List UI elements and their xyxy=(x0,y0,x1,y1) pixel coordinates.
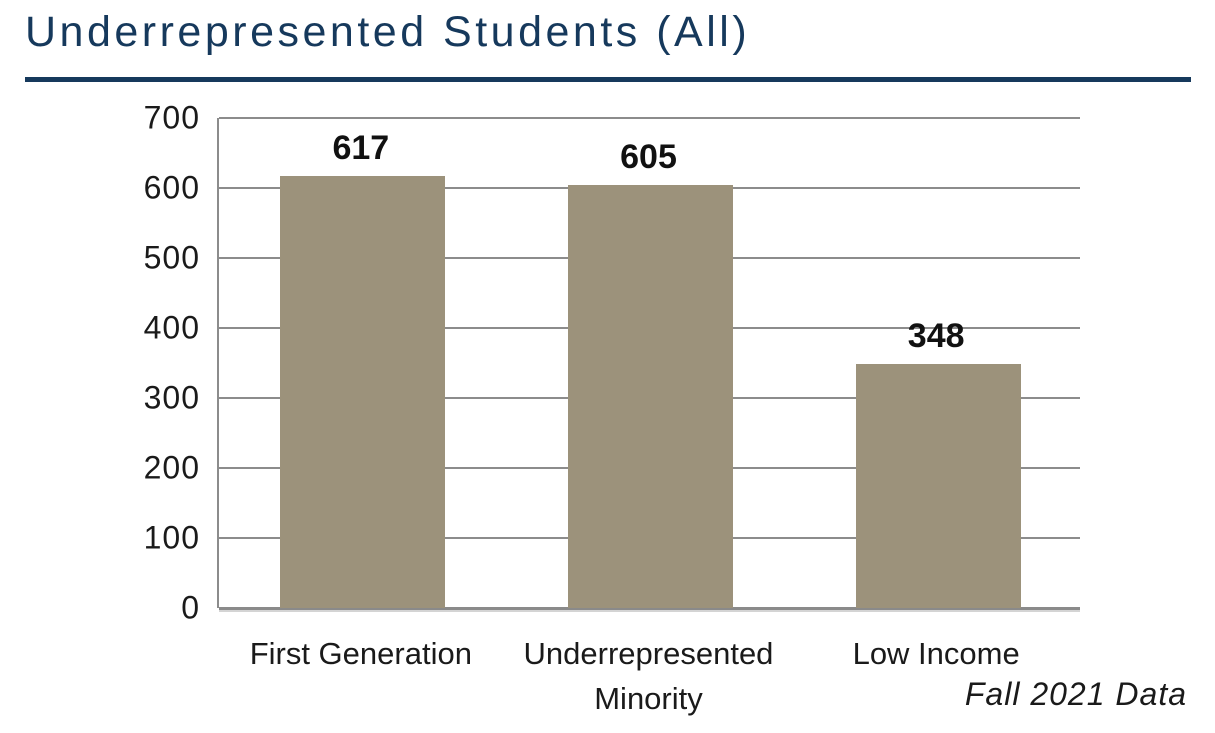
y-tick-label-400: 400 xyxy=(143,309,200,346)
x-category-label-low-income: Low Income xyxy=(852,636,1020,671)
bar-first-generation xyxy=(280,176,446,608)
bar-value-label-617: 617 xyxy=(332,129,390,168)
bar-low-income xyxy=(855,364,1021,608)
y-tick-label-700: 700 xyxy=(143,99,200,136)
page-title: Underrepresented Students (All) xyxy=(25,8,751,56)
x-category-label-first-generation: First Generation xyxy=(249,636,472,671)
y-tick-label-100: 100 xyxy=(143,519,200,556)
plot-area xyxy=(217,117,1080,610)
footnote: Fall 2021 Data xyxy=(964,676,1187,712)
y-tick-label-200: 200 xyxy=(143,449,200,486)
bar-value-label-605: 605 xyxy=(620,137,677,176)
y-tick-label-0: 0 xyxy=(181,589,200,626)
y-tick-label-600: 600 xyxy=(143,169,200,206)
title-underline xyxy=(25,77,1191,82)
gridline-700 xyxy=(219,117,1080,119)
x-axis-line xyxy=(219,607,1080,610)
bar-value-label-348: 348 xyxy=(907,317,965,356)
y-tick-label-500: 500 xyxy=(143,239,200,276)
bar-underrepresented-minority xyxy=(568,184,733,608)
y-tick-label-300: 300 xyxy=(143,379,200,416)
x-category-label-underrepresented-minority: Underrepresented Minority xyxy=(523,636,774,716)
